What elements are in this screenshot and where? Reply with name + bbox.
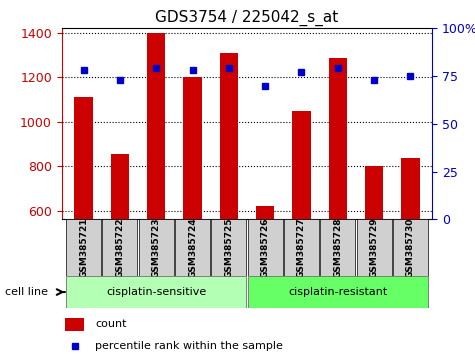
- Text: GSM385722: GSM385722: [115, 218, 124, 278]
- FancyBboxPatch shape: [66, 276, 246, 308]
- Text: cisplatin-sensitive: cisplatin-sensitive: [106, 287, 206, 297]
- Text: GSM385730: GSM385730: [406, 218, 415, 278]
- FancyBboxPatch shape: [103, 219, 137, 276]
- Text: GSM385726: GSM385726: [261, 218, 270, 278]
- Text: count: count: [95, 319, 127, 329]
- Text: GSM385724: GSM385724: [188, 217, 197, 278]
- Bar: [256, 206, 274, 344]
- Bar: [401, 158, 419, 344]
- Bar: [183, 77, 201, 344]
- Bar: [75, 97, 93, 344]
- FancyBboxPatch shape: [320, 219, 355, 276]
- FancyBboxPatch shape: [357, 219, 391, 276]
- Text: GSM385728: GSM385728: [333, 218, 342, 278]
- Title: GDS3754 / 225042_s_at: GDS3754 / 225042_s_at: [155, 9, 339, 25]
- FancyBboxPatch shape: [248, 219, 283, 276]
- FancyBboxPatch shape: [211, 219, 246, 276]
- Text: percentile rank within the sample: percentile rank within the sample: [95, 341, 283, 350]
- Text: cisplatin-resistant: cisplatin-resistant: [288, 287, 388, 297]
- Text: GSM385723: GSM385723: [152, 218, 161, 278]
- Bar: [111, 154, 129, 344]
- Bar: [147, 33, 165, 344]
- Text: GSM385725: GSM385725: [224, 218, 233, 278]
- Bar: [329, 58, 347, 344]
- FancyBboxPatch shape: [66, 219, 101, 276]
- Text: GSM385721: GSM385721: [79, 218, 88, 278]
- FancyBboxPatch shape: [393, 219, 428, 276]
- Bar: [365, 166, 383, 344]
- FancyBboxPatch shape: [139, 219, 174, 276]
- Text: GSM385729: GSM385729: [370, 217, 379, 278]
- Text: GSM385727: GSM385727: [297, 217, 306, 278]
- Bar: [66, 318, 84, 331]
- FancyBboxPatch shape: [248, 276, 428, 308]
- FancyBboxPatch shape: [284, 219, 319, 276]
- FancyBboxPatch shape: [175, 219, 210, 276]
- Bar: [220, 53, 238, 344]
- Bar: [293, 110, 311, 344]
- Text: cell line: cell line: [5, 287, 48, 297]
